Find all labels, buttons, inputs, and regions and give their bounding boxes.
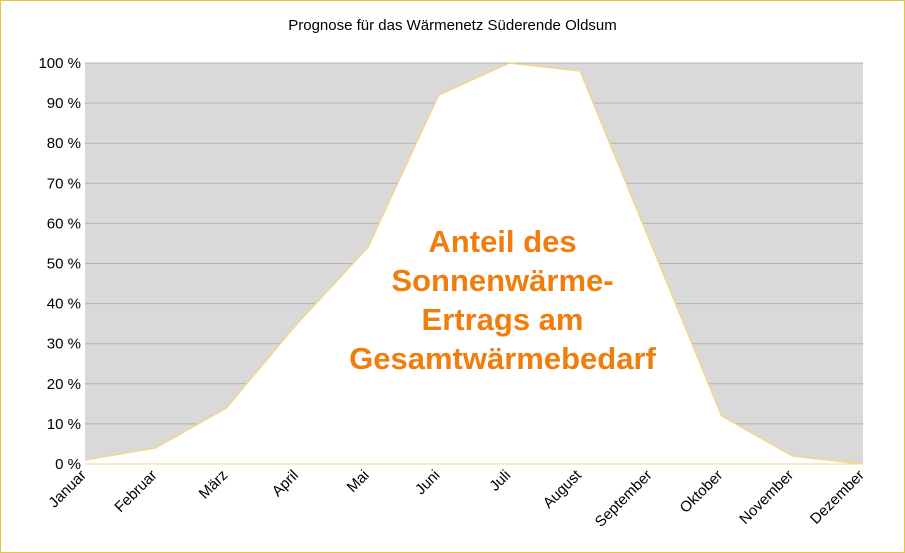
y-tick-label: 30 % bbox=[47, 336, 81, 353]
x-tick-labels: Januar Februar März April Mai Juni Juli August S… bbox=[45, 466, 867, 530]
y-tick-label: 10 % bbox=[47, 416, 81, 433]
x-tick-label: März bbox=[196, 467, 232, 503]
y-tick-labels: 0 % 10 % 20 % 30 % 40 % 50 % 60 % 70 % 80 % 90 % 1… bbox=[38, 55, 81, 473]
x-tick-label: April bbox=[269, 467, 302, 500]
y-tick-label: 90 % bbox=[47, 95, 81, 112]
y-tick-label: 50 % bbox=[47, 256, 81, 273]
y-tick-label: 60 % bbox=[47, 215, 81, 232]
x-tick-label: Juli bbox=[486, 467, 514, 495]
x-tick-label: Oktober bbox=[677, 467, 727, 517]
annotation-line: Sonnenwärme- bbox=[391, 263, 614, 298]
x-tick-label: November bbox=[736, 467, 797, 528]
y-tick-label: 40 % bbox=[47, 296, 81, 313]
annotation-line: Anteil des bbox=[428, 224, 577, 259]
x-tick-label: September bbox=[592, 467, 656, 531]
annotation-line: Ertrags am bbox=[421, 302, 584, 337]
x-tick-label: Juni bbox=[412, 467, 443, 498]
y-tick-label: 70 % bbox=[47, 175, 81, 192]
y-tick-label: 100 % bbox=[38, 55, 81, 72]
chart-annotation: Anteil des Sonnenwärme- Ertrags am Gesam… bbox=[300, 222, 705, 378]
chart-title: Prognose für das Wärmenetz Süderende Old… bbox=[288, 17, 617, 34]
series-area bbox=[85, 63, 863, 464]
y-tick-label: 80 % bbox=[47, 135, 81, 152]
annotation-line: Gesamtwärmebedarf bbox=[349, 341, 656, 376]
y-tick-label: 0 % bbox=[55, 456, 81, 473]
series-line bbox=[84, 62, 864, 465]
x-tick-label: Dezember bbox=[807, 467, 868, 528]
x-tick-label: Februar bbox=[111, 467, 160, 516]
x-tick-label: August bbox=[540, 466, 586, 512]
x-tick-label: Januar bbox=[45, 467, 89, 511]
x-tick-label: Mai bbox=[344, 467, 373, 496]
y-tick-label: 20 % bbox=[47, 376, 81, 393]
